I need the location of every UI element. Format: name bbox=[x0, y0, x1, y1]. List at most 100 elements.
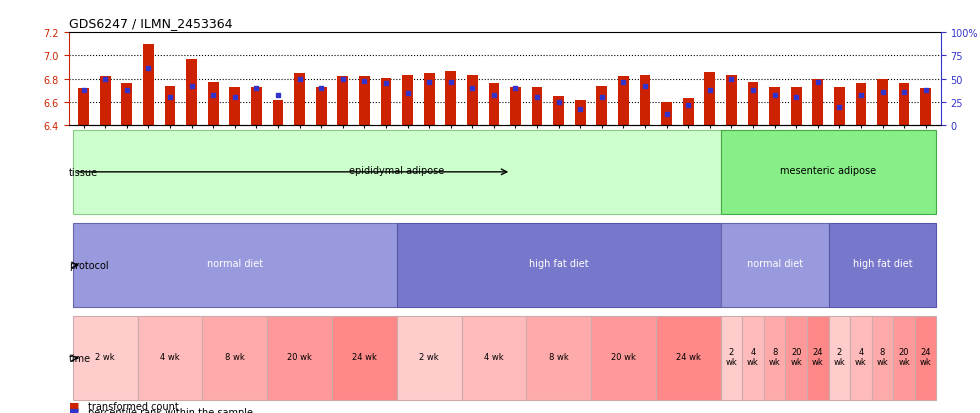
Bar bbox=[877, 80, 888, 126]
Bar bbox=[165, 86, 175, 126]
Text: 24
wk: 24 wk bbox=[920, 347, 932, 366]
Point bbox=[723, 76, 739, 83]
FancyBboxPatch shape bbox=[332, 316, 397, 400]
Bar bbox=[143, 45, 154, 126]
FancyBboxPatch shape bbox=[73, 316, 137, 400]
Point bbox=[97, 76, 113, 83]
Text: 2 wk: 2 wk bbox=[419, 352, 439, 361]
Bar bbox=[251, 88, 262, 126]
Text: percentile rank within the sample: percentile rank within the sample bbox=[88, 407, 253, 413]
Bar bbox=[726, 76, 737, 126]
FancyBboxPatch shape bbox=[203, 316, 268, 400]
Bar bbox=[186, 60, 197, 126]
Text: 2
wk: 2 wk bbox=[833, 347, 845, 366]
FancyBboxPatch shape bbox=[785, 316, 807, 400]
FancyBboxPatch shape bbox=[828, 316, 850, 400]
Bar bbox=[229, 88, 240, 126]
Text: 8
wk: 8 wk bbox=[768, 347, 780, 366]
Text: transformed count: transformed count bbox=[88, 401, 179, 411]
Bar bbox=[100, 77, 111, 126]
FancyBboxPatch shape bbox=[137, 316, 203, 400]
FancyBboxPatch shape bbox=[397, 223, 720, 307]
Bar bbox=[618, 77, 629, 126]
Bar bbox=[812, 80, 823, 126]
Point bbox=[680, 102, 696, 109]
Text: mesenteric adipose: mesenteric adipose bbox=[780, 166, 876, 176]
Point bbox=[357, 78, 372, 85]
Point bbox=[809, 80, 825, 86]
Bar bbox=[748, 83, 759, 126]
Text: 4
wk: 4 wk bbox=[747, 347, 759, 366]
Point bbox=[875, 89, 891, 96]
Bar bbox=[423, 74, 434, 126]
Text: 24
wk: 24 wk bbox=[811, 347, 823, 366]
Text: 8 wk: 8 wk bbox=[225, 352, 245, 361]
Text: 20
wk: 20 wk bbox=[790, 347, 802, 366]
FancyBboxPatch shape bbox=[462, 316, 526, 400]
Point bbox=[141, 65, 157, 72]
Point bbox=[702, 87, 717, 94]
FancyBboxPatch shape bbox=[73, 223, 397, 307]
Point bbox=[572, 106, 588, 112]
FancyBboxPatch shape bbox=[73, 131, 720, 214]
Bar bbox=[640, 76, 651, 126]
Text: 4 wk: 4 wk bbox=[161, 352, 180, 361]
Point bbox=[421, 80, 437, 86]
Point bbox=[615, 80, 631, 86]
Bar bbox=[122, 84, 132, 126]
FancyBboxPatch shape bbox=[742, 316, 763, 400]
Bar bbox=[769, 88, 780, 126]
Bar bbox=[445, 71, 456, 126]
Bar bbox=[834, 88, 845, 126]
Bar bbox=[597, 86, 608, 126]
Point bbox=[270, 93, 286, 100]
Text: epididymal adipose: epididymal adipose bbox=[349, 166, 444, 176]
FancyBboxPatch shape bbox=[720, 131, 937, 214]
FancyBboxPatch shape bbox=[526, 316, 591, 400]
Point bbox=[163, 95, 178, 101]
Bar bbox=[272, 100, 283, 126]
FancyBboxPatch shape bbox=[894, 316, 915, 400]
Bar bbox=[791, 88, 802, 126]
Text: protocol: protocol bbox=[69, 260, 109, 271]
Bar bbox=[380, 78, 391, 126]
Bar bbox=[488, 84, 499, 126]
Bar bbox=[511, 88, 521, 126]
Point bbox=[529, 95, 545, 101]
Bar bbox=[294, 74, 305, 126]
Bar bbox=[532, 88, 543, 126]
Point bbox=[292, 76, 308, 83]
Bar bbox=[208, 83, 219, 126]
FancyBboxPatch shape bbox=[915, 316, 937, 400]
Bar bbox=[337, 77, 348, 126]
Text: time: time bbox=[69, 353, 91, 363]
Point bbox=[637, 83, 653, 90]
Bar bbox=[920, 89, 931, 126]
Text: 2
wk: 2 wk bbox=[725, 347, 737, 366]
Bar bbox=[899, 84, 909, 126]
Text: tissue: tissue bbox=[69, 167, 98, 178]
Text: 20 wk: 20 wk bbox=[611, 352, 636, 361]
Point bbox=[897, 89, 912, 96]
FancyBboxPatch shape bbox=[656, 316, 720, 400]
Point bbox=[766, 93, 782, 100]
Text: 20
wk: 20 wk bbox=[899, 347, 910, 366]
Point bbox=[119, 87, 134, 94]
Text: 2 wk: 2 wk bbox=[95, 352, 115, 361]
Point bbox=[184, 83, 200, 90]
Bar bbox=[78, 89, 89, 126]
FancyBboxPatch shape bbox=[872, 316, 894, 400]
Bar bbox=[856, 84, 866, 126]
Text: high fat diet: high fat diet bbox=[853, 259, 912, 268]
Point bbox=[788, 95, 804, 101]
Point bbox=[75, 87, 91, 94]
Point bbox=[853, 93, 868, 100]
Point bbox=[335, 76, 351, 83]
Point bbox=[400, 90, 416, 97]
FancyBboxPatch shape bbox=[720, 316, 742, 400]
Text: 4
wk: 4 wk bbox=[855, 347, 866, 366]
Text: normal diet: normal diet bbox=[747, 259, 803, 268]
FancyBboxPatch shape bbox=[850, 316, 872, 400]
FancyBboxPatch shape bbox=[268, 316, 332, 400]
Text: 20 wk: 20 wk bbox=[287, 352, 312, 361]
